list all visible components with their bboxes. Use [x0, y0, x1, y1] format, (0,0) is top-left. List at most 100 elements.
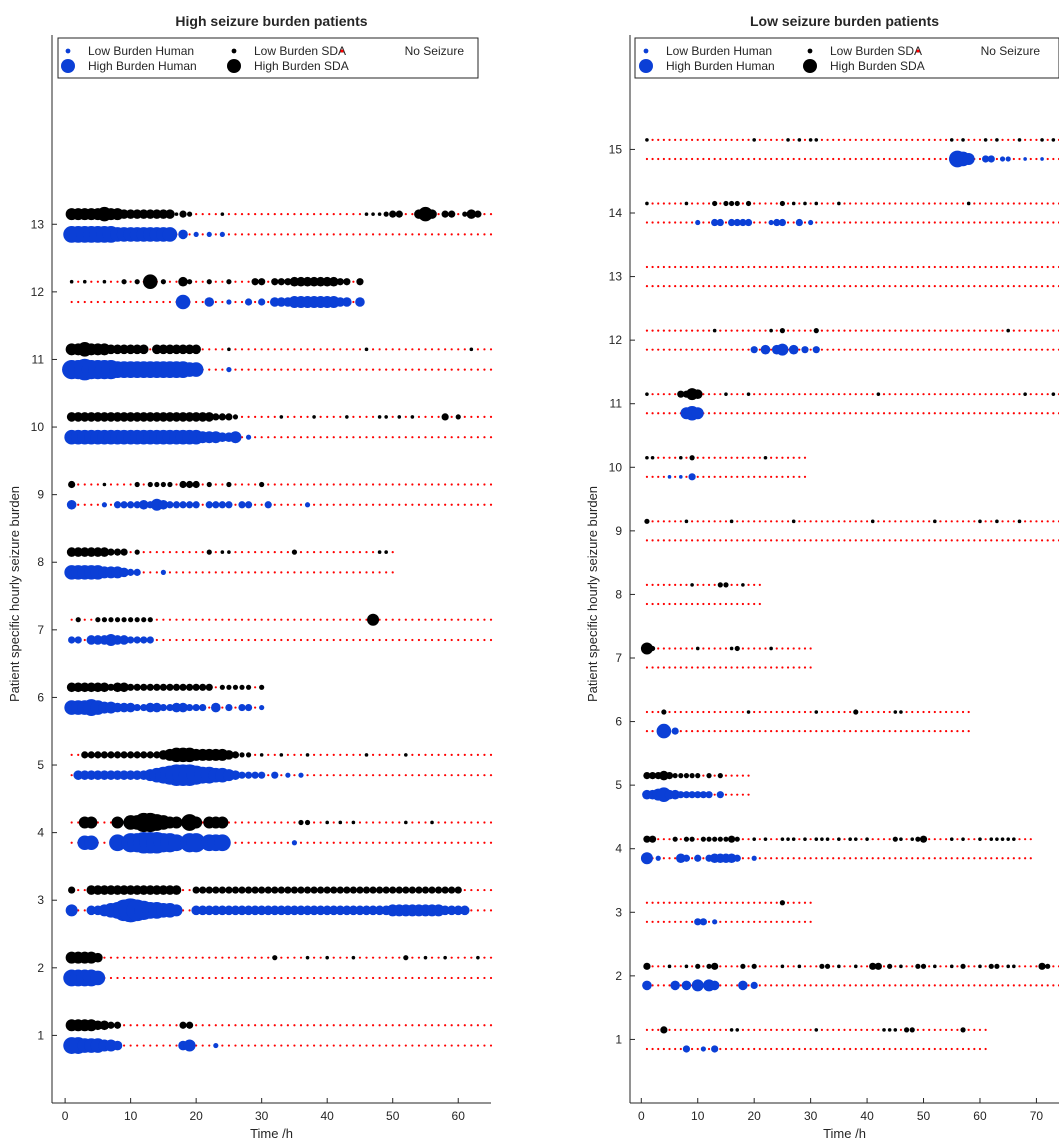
no-seizure-dot [352, 348, 355, 351]
no-seizure-dot [430, 233, 434, 236]
sda-burden-point [741, 583, 745, 587]
y-tick-label: 10 [31, 420, 45, 434]
no-seizure-dot [371, 638, 375, 642]
no-seizure-dot [736, 965, 739, 968]
no-seizure-dot [247, 368, 250, 371]
no-seizure-dot [96, 300, 99, 304]
sda-burden-point [219, 684, 225, 690]
y-tick-label: 11 [32, 352, 45, 366]
no-seizure-dot [809, 666, 812, 669]
patient-8-human-row [645, 602, 761, 606]
legend: Low Burden Human Low Burden SDA No Seizure… [634, 37, 1059, 79]
no-seizure-dot [730, 793, 733, 796]
no-seizure-dot [293, 233, 296, 236]
no-seizure-dot [214, 571, 217, 574]
no-seizure-dot [489, 774, 493, 777]
no-seizure-dot [651, 138, 654, 141]
sda-burden-point [85, 816, 98, 829]
no-seizure-dot [365, 368, 368, 371]
patient-9-sda-row [68, 480, 493, 489]
sda-burden-point [887, 1028, 892, 1032]
no-seizure-dot [1007, 412, 1010, 415]
no-seizure-dot [928, 539, 931, 542]
patient-2-sda-row [643, 962, 1059, 970]
no-seizure-dot [945, 984, 948, 987]
no-seizure-dot [430, 368, 434, 371]
no-seizure-dot [849, 329, 852, 332]
no-seizure-dot [371, 956, 375, 959]
no-seizure-dot [326, 483, 329, 486]
no-seizure-dot [775, 965, 778, 968]
no-seizure-dot [221, 280, 224, 283]
no-seizure-dot [444, 368, 447, 371]
no-seizure-dot [444, 1044, 447, 1047]
sda-burden-point [179, 683, 187, 691]
no-seizure-dot [939, 984, 942, 987]
no-seizure-dot [995, 539, 999, 542]
sda-burden-point [678, 773, 684, 779]
no-seizure-dot [865, 730, 869, 733]
no-seizure-dot [391, 233, 394, 236]
no-seizure-dot [457, 483, 460, 486]
no-seizure-dot [332, 618, 335, 621]
no-seizure-dot [916, 1047, 919, 1051]
sda-burden-point [310, 886, 318, 894]
no-seizure-dot [736, 984, 739, 987]
no-seizure-dot [404, 415, 407, 419]
no-seizure-dot [753, 329, 756, 332]
no-seizure-dot [849, 520, 852, 523]
no-seizure-dot [1035, 539, 1038, 542]
no-seizure-dot [208, 368, 211, 371]
no-seizure-dot [854, 730, 857, 733]
no-seizure-dot [662, 221, 665, 224]
sda-burden-point [443, 955, 447, 960]
patient-4-sda-row [70, 812, 493, 833]
no-seizure-dot [208, 618, 211, 621]
no-seizure-dot [770, 265, 773, 269]
no-seizure-dot [1018, 984, 1021, 987]
sda-burden-point [1023, 392, 1027, 396]
no-seizure-dot [483, 483, 486, 486]
no-seizure-dot [221, 976, 224, 980]
no-seizure-dot [945, 265, 948, 269]
no-seizure-dot [96, 503, 99, 506]
no-seizure-dot [685, 602, 688, 606]
no-seizure-dot [803, 539, 807, 542]
no-seizure-dot [826, 857, 829, 860]
no-seizure-dot [911, 1047, 914, 1051]
no-seizure-dot [945, 329, 948, 332]
human-burden-point [90, 970, 106, 986]
no-seizure-dot [483, 821, 486, 824]
no-seizure-dot [240, 348, 244, 351]
no-seizure-dot [724, 920, 728, 923]
sda-burden-point [146, 683, 154, 691]
no-seizure-dot [882, 857, 886, 860]
no-seizure-dot [758, 602, 761, 606]
human-burden-point [66, 499, 77, 510]
no-seizure-dot [444, 841, 447, 844]
no-seizure-dot [730, 285, 733, 288]
human-burden-point [688, 473, 696, 481]
sda-burden-point [949, 837, 954, 841]
no-seizure-dot [645, 539, 649, 542]
no-seizure-dot [662, 539, 665, 542]
no-seizure-dot [950, 412, 953, 415]
no-seizure-dot [702, 202, 705, 205]
no-seizure-dot [702, 456, 705, 459]
no-seizure-dot [483, 348, 486, 351]
no-seizure-dot [657, 202, 660, 205]
no-seizure-dot [476, 909, 479, 912]
no-seizure-dot [299, 551, 303, 554]
no-seizure-dot [786, 202, 790, 205]
no-seizure-dot [770, 202, 773, 205]
no-seizure-dot [803, 920, 807, 923]
no-seizure-dot [260, 571, 263, 574]
no-seizure-dot [280, 821, 283, 824]
no-seizure-dot [1040, 202, 1044, 205]
no-seizure-dot [240, 483, 244, 486]
no-seizure-dot [950, 984, 953, 987]
no-seizure-dot [775, 1047, 778, 1051]
patient-1-sda-row [645, 1026, 987, 1034]
no-seizure-dot [803, 710, 807, 714]
no-seizure-dot [685, 730, 688, 733]
